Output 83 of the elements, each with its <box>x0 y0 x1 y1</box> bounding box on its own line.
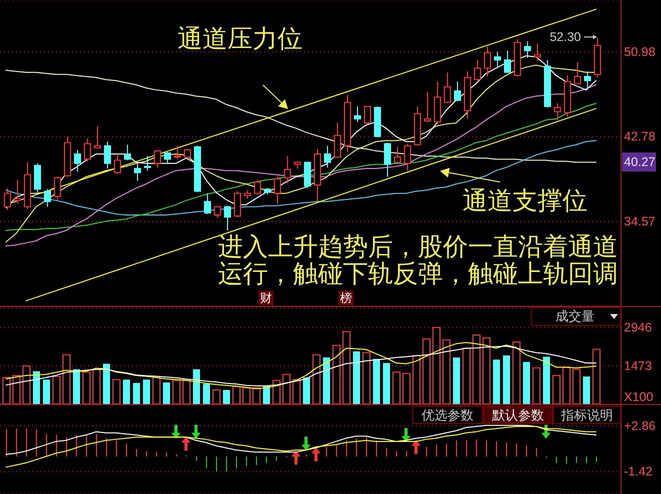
annotation: 通道支撑位 <box>462 186 588 214</box>
bar <box>242 387 250 404</box>
bar <box>453 358 460 404</box>
bar <box>123 380 130 404</box>
annotation: 指标说明 <box>560 408 613 423</box>
bar <box>332 344 340 404</box>
bar <box>172 380 180 404</box>
bar <box>43 380 50 404</box>
bar <box>562 366 570 404</box>
annotation: 优选参数 <box>422 408 474 423</box>
bar <box>252 387 260 404</box>
bar <box>523 362 530 404</box>
bar <box>583 376 590 404</box>
bar <box>373 358 380 404</box>
bar <box>362 352 370 404</box>
bar <box>422 338 430 404</box>
y-tick-label: +2.86 <box>624 418 656 433</box>
y-tick-label: 42.78 <box>624 130 656 144</box>
y-axis-title: X100 <box>624 390 654 404</box>
bar <box>503 355 510 404</box>
bar <box>292 379 300 404</box>
bar <box>263 386 270 404</box>
bar <box>33 371 40 404</box>
bar <box>412 354 420 404</box>
bar <box>272 380 280 404</box>
bar <box>22 365 30 404</box>
bar <box>92 368 100 404</box>
bar <box>303 378 310 404</box>
bar <box>103 364 110 404</box>
bar <box>493 360 500 404</box>
bar <box>572 368 580 404</box>
candlestick <box>224 205 231 232</box>
bar <box>203 384 210 404</box>
bar <box>342 331 350 404</box>
annotation: 默认参数 <box>491 408 544 423</box>
bar <box>193 369 200 404</box>
bar <box>543 356 550 404</box>
bar <box>532 367 540 404</box>
bar <box>323 358 330 404</box>
bar <box>2 377 10 404</box>
y-tick-label: 1473 <box>624 358 652 373</box>
bar <box>552 374 560 404</box>
bar <box>402 372 410 404</box>
chart-title: 成交量 <box>556 308 594 324</box>
bar <box>143 380 150 404</box>
bar <box>462 348 470 404</box>
bar <box>442 339 450 404</box>
bar <box>472 334 480 404</box>
y-tick-label: 50.98 <box>624 44 656 59</box>
candlestick <box>494 51 501 69</box>
y-tick-label: 34.57 <box>624 214 656 229</box>
bar <box>482 337 490 404</box>
bar <box>383 363 390 404</box>
annotation: 进入上升趋势后，股价一直沿着通道运行，触碰下轨反弹，触碰上轨回调 <box>218 232 618 288</box>
bar <box>512 341 520 404</box>
bar <box>112 379 120 404</box>
line-series <box>6 102 596 232</box>
bar <box>232 386 240 404</box>
annotation: 通道压力位 <box>178 24 302 52</box>
bar <box>163 382 170 404</box>
bar <box>432 326 440 404</box>
bar <box>592 348 600 404</box>
bar <box>73 369 80 404</box>
bar <box>392 372 400 404</box>
y-tick-label: 2946 <box>624 320 652 335</box>
bar <box>62 354 70 404</box>
bar <box>223 390 230 404</box>
annotation: 52.30 <box>550 30 582 44</box>
candlestick <box>404 143 411 172</box>
candlestick <box>44 188 51 208</box>
bar <box>52 376 60 404</box>
bar <box>182 380 190 404</box>
bar <box>312 354 320 404</box>
bar <box>82 372 90 404</box>
bar <box>353 351 360 404</box>
candlestick <box>414 106 421 146</box>
bar <box>282 374 290 404</box>
bar <box>212 389 220 404</box>
bar <box>12 374 20 404</box>
bar <box>152 377 160 404</box>
bar <box>133 382 140 404</box>
y-tick-label: -1.42 <box>624 464 653 479</box>
line-series <box>6 426 596 468</box>
